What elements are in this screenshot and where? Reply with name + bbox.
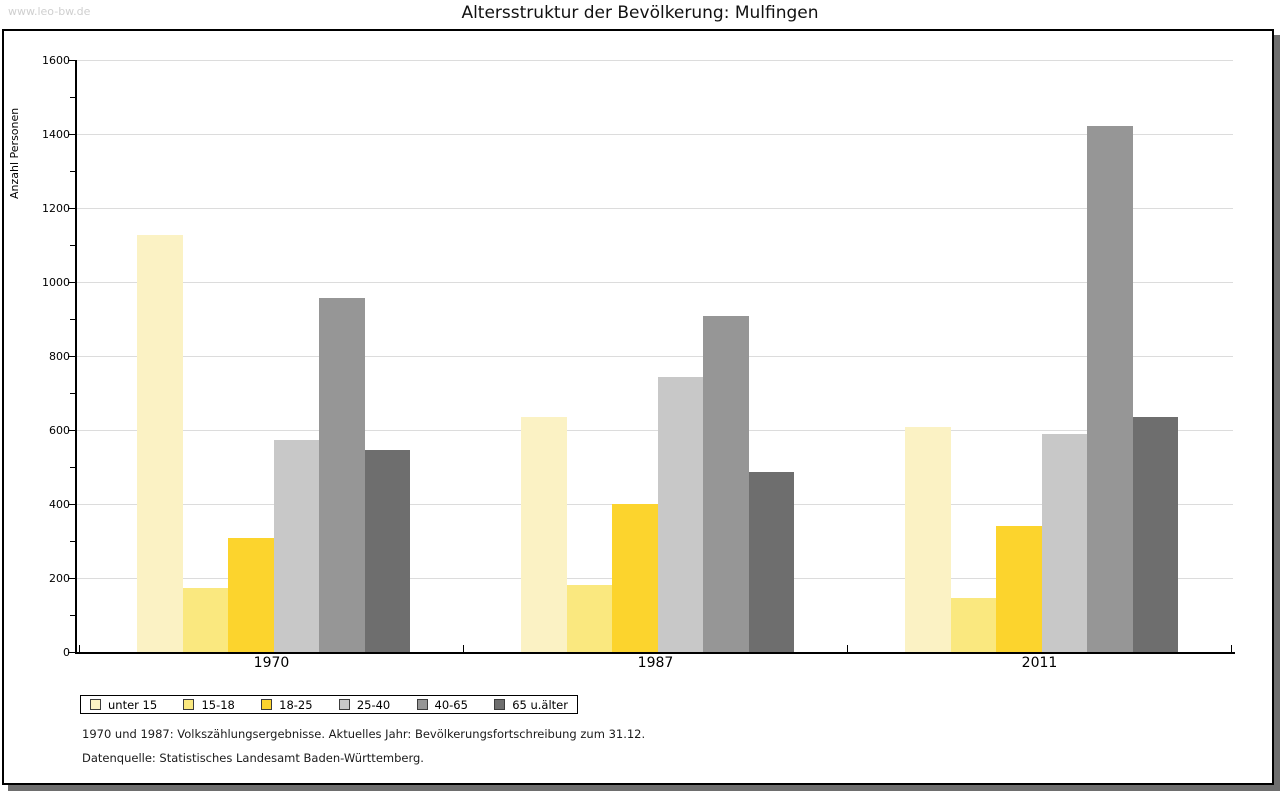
y-major-tick-1600 [68,60,75,61]
bar-1970-40-65 [319,297,365,652]
legend-swatch-icon [416,699,428,710]
y-minor-tick-1100 [70,245,75,246]
legend-item-unter-15: unter 15 [90,698,157,712]
x-axis-tick-3 [1231,645,1232,652]
bar-2011-unter-15 [905,426,951,652]
legend-swatch-icon [90,699,101,710]
y-minor-tick-300 [70,541,75,542]
y-major-tick-1400 [68,134,75,135]
y-minor-tick-900 [70,319,75,320]
plot-area [75,60,1235,654]
y-axis-label-0: 0 [63,646,70,659]
y-axis-label-1000: 1000 [42,276,70,289]
legend-swatch-icon [261,699,273,710]
bar-1987-unter-15 [521,417,567,652]
bar-1987-65-u-lter [748,472,794,652]
gridline-600 [77,430,1233,431]
bar-2011-40-65 [1087,125,1133,652]
y-minor-tick-700 [70,393,75,394]
x-axis-tick-2 [847,645,848,652]
y-axis-label-1400: 1400 [42,128,70,141]
y-minor-tick-500 [70,467,75,468]
y-axis-label-1200: 1200 [42,202,70,215]
y-minor-tick-100 [70,615,75,616]
gridline-1200 [77,208,1233,209]
bar-1970-unter-15 [137,235,183,652]
y-major-tick-600 [68,430,75,431]
y-axis-label-800: 800 [49,350,70,363]
y-axis-label-600: 600 [49,424,70,437]
legend-item-18-25: 18-25 [261,697,313,712]
legend-item-25-40: 25-40 [338,697,391,712]
y-major-tick-200 [68,578,75,579]
page-title: Altersstruktur der Bevölkerung: Mulfinge… [461,3,819,23]
bar-2011-18-25 [996,525,1042,652]
site-watermark: www.leo-bw.de [8,5,91,18]
legend-label: 15-18 [201,697,235,712]
y-axis-label-400: 400 [49,498,70,511]
legend-label: 25-40 [356,697,391,712]
legend-label: 18-25 [279,697,313,712]
y-major-tick-1200 [68,208,75,209]
legend-item-15-18: 15-18 [183,697,235,712]
legend-swatch-icon [338,699,350,710]
y-axis-label-1600: 1600 [42,54,70,67]
legend-label: 65 u.älter [512,697,568,712]
bar-2011-15-18 [950,598,996,652]
legend-swatch-icon [494,699,506,710]
y-major-tick-1000 [68,282,75,283]
legend-item-40-65: 40-65 [416,697,468,712]
x-axis-tick-0 [79,645,80,652]
footnote-source-note: 1970 und 1987: Volkszählungsergebnisse. … [82,727,646,741]
legend-swatch-icon [183,699,195,710]
y-major-tick-0 [68,652,75,653]
gridline-1000 [77,282,1233,283]
gridline-800 [77,356,1233,357]
y-major-tick-800 [68,356,75,357]
bar-2011-65-u-lter [1132,416,1178,652]
y-axis-label-200: 200 [49,572,70,585]
y-axis-title: Anzahl Personen [8,107,21,199]
bar-1987-40-65 [703,315,749,652]
bar-1970-18-25 [228,538,274,652]
chart-frame: Anzahl Personen 0 200 400 600 800 1000 1200 140… [2,29,1274,785]
x-axis-label-2011: 2011 [1021,655,1058,671]
bar-1987-18-25 [612,504,658,652]
legend-item-65-u-lter: 65 u.älter [494,698,568,712]
legend-label: unter 15 [108,697,158,712]
bar-1970-25-40 [273,440,319,652]
x-axis-label-1970: 1970 [253,655,290,671]
x-axis-tick-1 [463,645,464,652]
gridline-1400 [77,134,1233,135]
bar-1987-25-40 [657,376,703,652]
y-major-tick-400 [68,504,75,505]
legend: unter 15 15-18 18-25 25-40 40-65 65 u.älter [80,695,578,714]
gridline-1600 [77,60,1233,61]
y-minor-tick-1300 [70,171,75,172]
bar-1987-15-18 [566,585,612,652]
bar-1970-15-18 [182,587,228,652]
legend-label: 40-65 [434,697,468,712]
bar-1970-65-u-lter [364,449,410,652]
y-minor-tick-1500 [70,97,75,98]
footnote-data-source: Datenquelle: Statistisches Landesamt Bad… [82,751,424,765]
bar-2011-25-40 [1041,434,1087,652]
x-axis-label-1987: 1987 [637,655,674,671]
